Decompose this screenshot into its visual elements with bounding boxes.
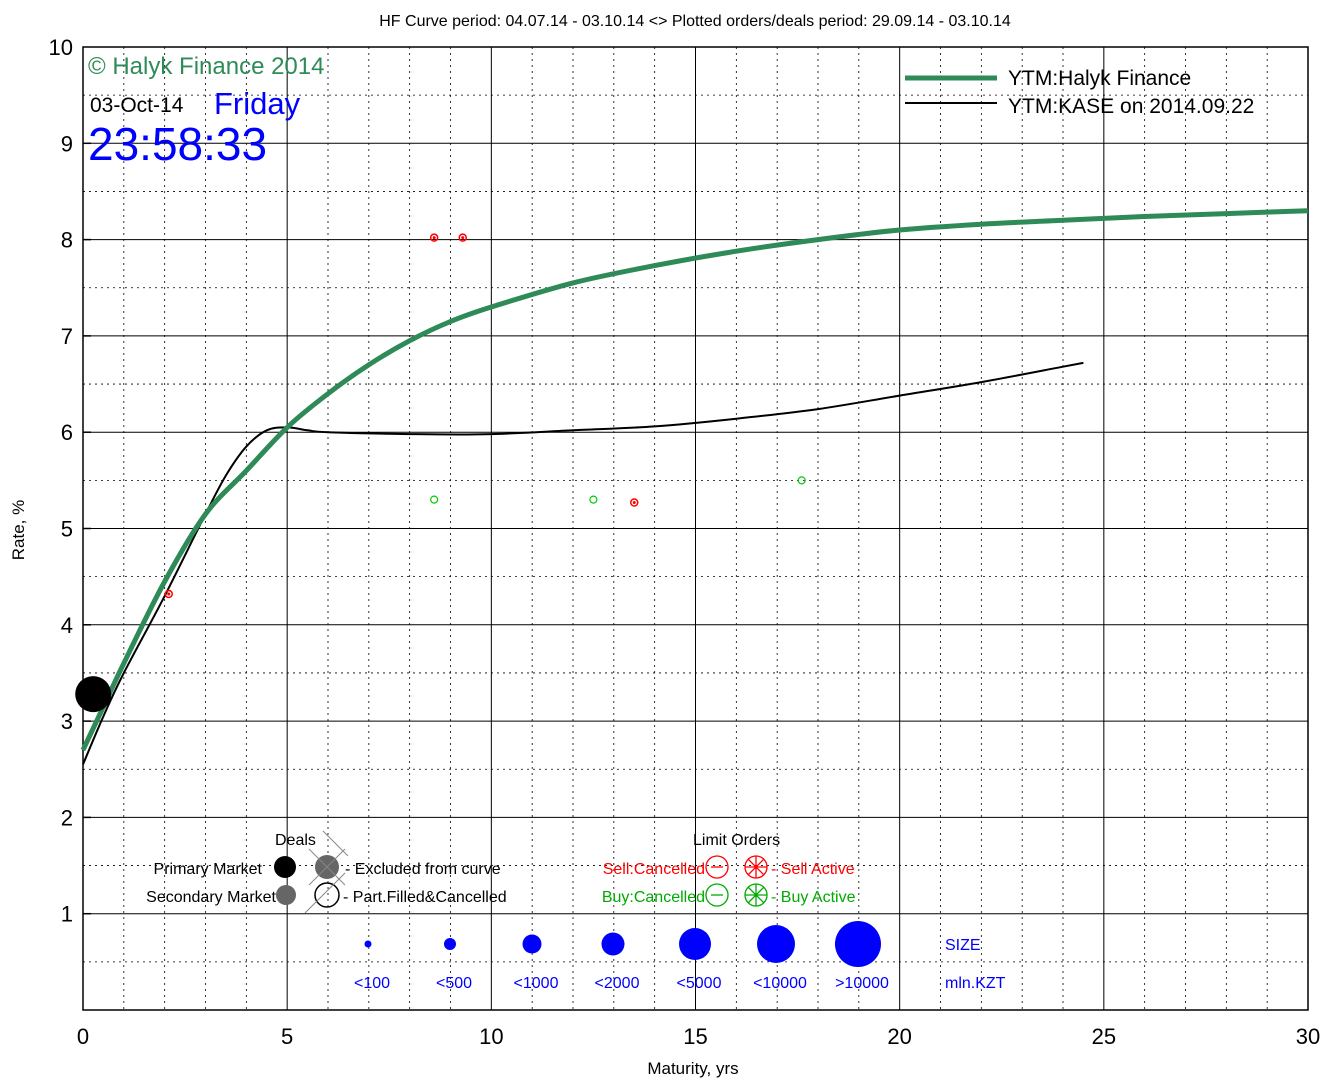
size-key-marker	[444, 938, 456, 950]
sell-cancelled-label: Sell:Cancelled	[603, 861, 705, 878]
size-title: SIZE	[945, 937, 981, 954]
y-tick-label: 5	[61, 517, 73, 542]
series-layer	[80, 208, 1309, 765]
x-tick-label: 20	[887, 1024, 911, 1049]
sell-cancelled-marker	[705, 855, 729, 879]
deals-title: Deals	[275, 832, 316, 849]
size-key-marker	[522, 934, 542, 954]
y-axis-label: Rate, %	[9, 500, 28, 560]
size-key-marker	[757, 925, 795, 963]
y-tick-label: 7	[61, 324, 73, 349]
y-tick-label: 6	[61, 420, 73, 445]
part-filled-label: - Part.Filled&Cancelled	[343, 889, 507, 906]
series-line-hf	[80, 208, 1309, 752]
sell-active-label: - Sell Active	[771, 861, 855, 878]
buy-cancelled-marker	[705, 883, 729, 907]
legend-kase-label: YTM:KASE on 2014.09.22	[1008, 95, 1254, 118]
size-key-label: <2000	[595, 975, 640, 992]
date-text: 03-Oct-14	[90, 94, 184, 117]
excluded-label: - Excluded from curve	[345, 861, 501, 878]
deals-title-stroke	[322, 830, 349, 857]
buy-active-star	[745, 884, 767, 906]
size-key-marker	[835, 921, 881, 967]
y-tick-label: 8	[61, 228, 73, 253]
buy-cancelled-label: Buy:Cancelled	[602, 889, 705, 906]
sell-order-marker-core	[461, 236, 465, 240]
secondary-market-label: Secondary Market	[146, 889, 276, 906]
x-tick-label: 5	[281, 1024, 293, 1049]
weekday-text: Friday	[214, 86, 301, 121]
y-tick-label: 4	[61, 613, 73, 638]
size-key-marker	[679, 928, 711, 960]
size-key: <100 <500 <1000 <2000 <5000 <10000 >10000	[354, 921, 889, 992]
x-tick-label: 0	[77, 1024, 89, 1049]
size-key-marker	[364, 940, 372, 948]
limit-orders-title: Limit Orders	[693, 832, 780, 849]
sell-order-marker	[429, 233, 439, 242]
primary-market-marker	[274, 856, 296, 878]
watermark: © Halyk Finance 2014	[88, 53, 324, 80]
sell-order-marker	[458, 233, 467, 242]
sell-order-marker	[630, 498, 639, 507]
x-tick-labels: 0 5 10 15 20 25 30	[77, 1024, 1320, 1049]
sell-order-marker-core	[632, 500, 636, 504]
sell-order-marker	[164, 589, 173, 599]
x-tick-label: 15	[683, 1024, 707, 1049]
buy-active-label: - Buy Active	[771, 889, 856, 906]
primary-deal-marker	[75, 676, 112, 713]
page-title: HF Curve period: 04.07.14 - 03.10.14 <> …	[379, 13, 1011, 30]
size-key-label: <10000	[753, 975, 807, 992]
grid-major	[83, 47, 1308, 1010]
size-key-label: <500	[436, 975, 472, 992]
buy-order-marker	[589, 495, 598, 504]
y-tick-label: 10	[49, 35, 73, 60]
secondary-market-marker	[276, 885, 296, 905]
y-tick-label: 9	[61, 131, 73, 156]
y-tick-label: 2	[61, 805, 73, 830]
points-layer	[75, 233, 806, 713]
x-tick-label: 30	[1296, 1024, 1320, 1049]
y-tick-label: 3	[61, 709, 73, 734]
sell-order-marker-core	[167, 592, 171, 596]
size-key-label: <100	[354, 975, 390, 992]
plot-frame	[82, 46, 1309, 1011]
x-tick-label: 25	[1092, 1024, 1116, 1049]
excluded-cross-b	[308, 848, 346, 886]
part-filled-marker	[314, 882, 340, 908]
part-filled-cross	[304, 872, 346, 914]
primary-market-label: Primary Market	[154, 861, 263, 878]
size-key-label: >10000	[835, 975, 889, 992]
time-text: 23:58:33	[88, 118, 267, 170]
size-unit: mln.KZT	[945, 975, 1006, 992]
y-tick-labels: 1 2 3 4 5 6 7 8 9 10	[49, 35, 73, 927]
sell-active-star	[745, 856, 767, 878]
x-tick-label: 10	[479, 1024, 503, 1049]
legend-hf-label: YTM:Halyk Finance	[1008, 67, 1191, 90]
size-key-marker	[601, 932, 625, 956]
size-key-label: <1000	[514, 975, 559, 992]
buy-order-marker	[430, 495, 439, 504]
size-key-label: <5000	[677, 975, 722, 992]
y-tick-label: 1	[61, 902, 73, 927]
buy-order-marker	[797, 476, 806, 485]
series-line-kase	[82, 361, 1084, 765]
sell-order-marker-core	[432, 236, 436, 240]
x-axis-label: Maturity, yrs	[647, 1059, 738, 1078]
